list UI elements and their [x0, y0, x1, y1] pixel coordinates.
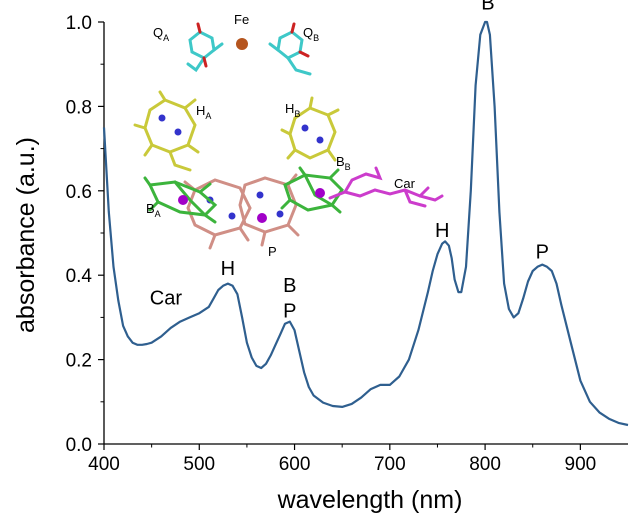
peak-label: B [283, 275, 296, 297]
accessory-bchl-b-structure [280, 166, 344, 214]
x-tick-label: 700 [374, 454, 406, 475]
tick-labels: 400 500 600 700 800 900 0.0 0.2 0.4 0.6 0.8 1.0 [66, 13, 597, 475]
peak-label: P [283, 300, 296, 322]
magnesium-atom [257, 213, 267, 223]
inset-label-ba: BA [146, 201, 161, 219]
y-tick-label: 1.0 [66, 13, 92, 34]
inset-label-ha: HA [196, 103, 211, 121]
accessory-bchl-a-structure [143, 176, 218, 224]
quinone-b-structure [268, 22, 312, 76]
magnesium-atom [315, 188, 325, 198]
y-tick-label: 0.8 [66, 97, 92, 118]
peak-label: H [221, 258, 235, 280]
series-group [102, 20, 629, 427]
pheophytin-b-structure [280, 96, 340, 162]
y-tick-label: 0.4 [66, 266, 93, 287]
quinone-a-structure [186, 22, 224, 73]
x-tick-label: 900 [565, 454, 597, 475]
axes [103, 22, 628, 445]
inset-label-car: Car [394, 176, 416, 191]
magnesium-atom [178, 195, 188, 205]
y-axis-title: absorbance (a.u.) [12, 137, 40, 333]
inset-label-fe: Fe [234, 12, 249, 27]
peak-label: P [536, 241, 549, 263]
pheophytin-a-structure [133, 90, 200, 172]
peak-label: Car [150, 288, 183, 310]
x-tick-label: 500 [183, 454, 215, 475]
iron-atom [236, 38, 248, 50]
peak-label: B [481, 0, 494, 14]
y-tick-label: 0.6 [66, 182, 92, 203]
inset-label-qa: QA [153, 25, 169, 43]
inset-label-qb: QB [303, 25, 319, 43]
y-tick-label: 0.0 [66, 435, 92, 456]
inset-label-bb: BB [336, 154, 351, 172]
x-tick-label: 600 [279, 454, 311, 475]
y-tick-label: 0.2 [66, 351, 92, 372]
inset-label-hb: HB [285, 101, 300, 119]
tick-marks [98, 21, 581, 450]
x-axis-title: wavelength (nm) [277, 486, 463, 514]
peak-label: H [435, 220, 449, 242]
x-tick-label: 400 [88, 454, 120, 475]
absorbance-line [102, 20, 629, 427]
carotenoid-structure [328, 166, 444, 208]
x-tick-label: 800 [469, 454, 501, 475]
inset-label-p: P [268, 244, 277, 259]
reaction-center-inset: Fe QA QB HA HB BA BB Car P [133, 12, 444, 259]
